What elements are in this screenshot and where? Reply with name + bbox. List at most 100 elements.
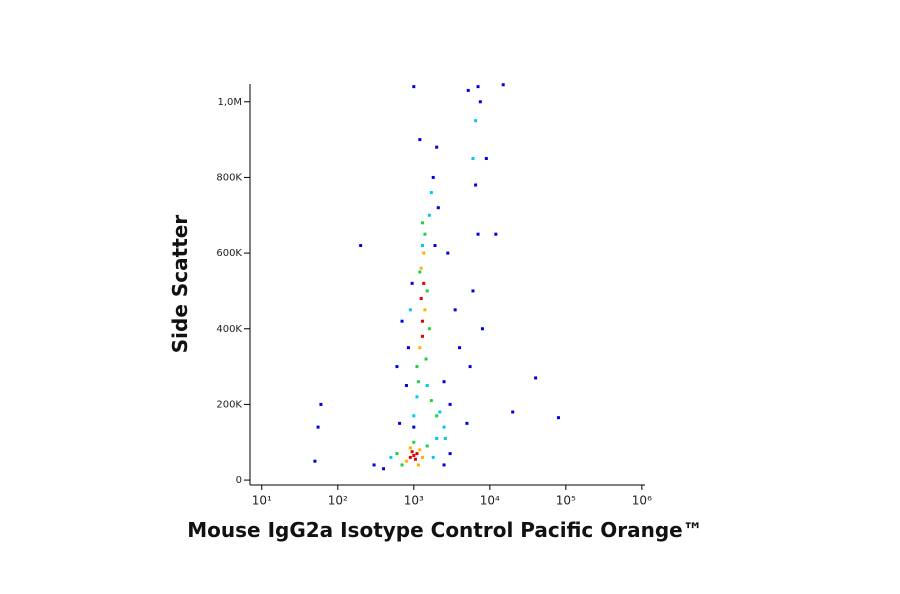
point	[458, 346, 462, 350]
point	[422, 251, 426, 255]
point	[398, 421, 402, 425]
point	[389, 455, 393, 459]
point	[425, 289, 429, 293]
point	[431, 455, 435, 459]
point	[471, 157, 475, 161]
point	[406, 346, 410, 350]
point	[372, 463, 376, 467]
point	[395, 452, 399, 456]
point	[420, 319, 424, 323]
point	[420, 334, 424, 338]
point	[410, 281, 414, 285]
point	[419, 296, 423, 300]
point	[408, 308, 412, 312]
point	[435, 145, 439, 149]
point	[316, 425, 320, 429]
point	[435, 414, 439, 418]
point	[423, 232, 427, 236]
point	[436, 206, 440, 210]
point	[435, 436, 439, 440]
x-tick-label: 10⁶	[632, 494, 652, 508]
point	[442, 463, 446, 467]
point	[420, 244, 424, 248]
point	[412, 453, 416, 457]
point	[511, 410, 515, 414]
point	[478, 100, 482, 104]
y-tick-label: 600K	[216, 248, 242, 259]
point	[448, 452, 452, 456]
point	[476, 85, 480, 89]
point	[474, 183, 478, 187]
point	[408, 455, 412, 459]
point	[480, 327, 484, 331]
point	[466, 88, 470, 92]
point	[418, 448, 422, 452]
point	[425, 444, 429, 448]
point	[429, 399, 433, 403]
point	[446, 251, 450, 255]
point	[423, 308, 427, 312]
point	[494, 232, 498, 236]
point	[431, 175, 435, 179]
point	[418, 270, 422, 274]
point	[404, 384, 408, 388]
point	[395, 365, 399, 369]
point	[448, 402, 452, 406]
point	[419, 266, 423, 270]
point	[420, 221, 424, 225]
point	[413, 457, 417, 461]
x-tick-label: 10⁵	[556, 494, 576, 508]
y-tick-label: 800K	[216, 172, 242, 183]
point	[404, 459, 408, 463]
point	[438, 410, 442, 414]
point	[412, 440, 416, 444]
point	[433, 244, 437, 248]
point	[416, 380, 420, 384]
point	[415, 365, 419, 369]
point	[412, 414, 416, 418]
point	[484, 157, 488, 161]
x-axis-title: Mouse IgG2a Isotype Control Pacific Oran…	[187, 518, 702, 542]
point	[420, 455, 424, 459]
point	[415, 452, 419, 456]
point	[534, 376, 538, 380]
point	[465, 421, 469, 425]
x-tick-label: 10⁴	[480, 494, 500, 508]
point	[319, 402, 323, 406]
point	[556, 416, 560, 420]
point	[471, 289, 475, 293]
point	[418, 346, 422, 350]
point	[400, 319, 404, 323]
point	[415, 395, 419, 399]
x-tick-label: 10³	[404, 494, 424, 508]
point	[501, 83, 505, 87]
point	[453, 308, 457, 312]
point	[412, 85, 416, 89]
point	[412, 425, 416, 429]
point	[382, 467, 386, 471]
point	[442, 380, 446, 384]
point	[359, 244, 363, 248]
point	[400, 463, 404, 467]
point	[442, 425, 446, 429]
point	[313, 459, 317, 463]
point	[427, 327, 431, 331]
point	[424, 357, 428, 361]
point	[410, 450, 414, 454]
point	[474, 119, 478, 123]
point	[468, 365, 472, 369]
point	[427, 213, 431, 217]
point	[443, 436, 447, 440]
x-tick-label: 10²	[328, 494, 348, 508]
point	[425, 384, 429, 388]
x-tick-label: 10¹	[252, 494, 272, 508]
y-tick-label: 0	[236, 475, 242, 486]
point	[416, 463, 420, 467]
y-tick-label: 200K	[216, 399, 242, 410]
point	[429, 191, 433, 195]
point	[418, 138, 422, 142]
y-tick-label: 400K	[216, 324, 242, 335]
point	[422, 281, 426, 285]
point	[408, 446, 412, 450]
